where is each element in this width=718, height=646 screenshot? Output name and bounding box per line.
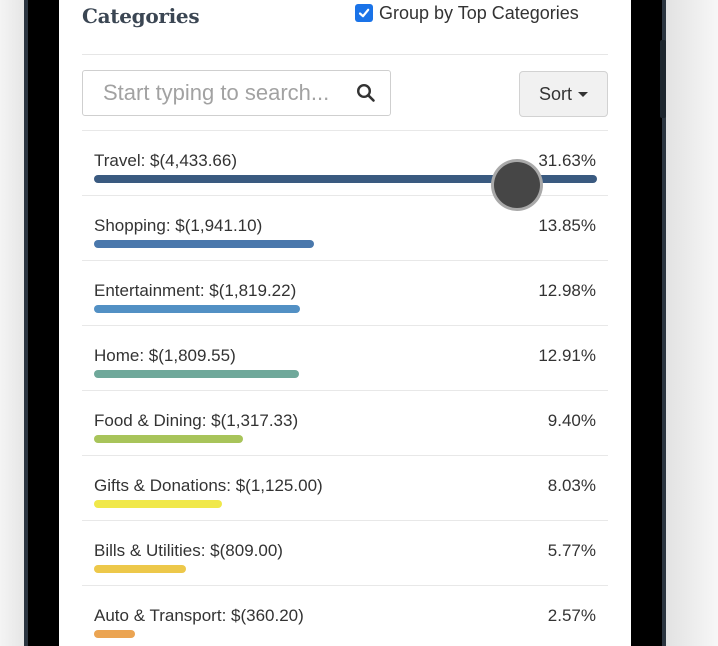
category-label: Auto & Transport: $(360.20) — [94, 606, 304, 625]
category-percent: 13.85% — [538, 216, 596, 235]
category-bar — [94, 175, 597, 183]
header-divider — [82, 54, 608, 55]
categories-header: Categories Group by Top Categories — [59, 0, 631, 54]
category-row[interactable]: Travel: $(4,433.66) 31.63% — [82, 130, 608, 195]
category-label: Shopping: $(1,941.10) — [94, 216, 263, 235]
category-label: Home: $(1,809.55) — [94, 346, 236, 365]
category-row[interactable]: Gifts & Donations: $(1,125.00) 8.03% — [82, 455, 608, 520]
category-label: Travel: $(4,433.66) — [94, 151, 237, 170]
category-bar-track — [94, 240, 597, 248]
category-list: Travel: $(4,433.66) 31.63% Shopping: $(1,9… — [82, 130, 608, 646]
app-screen: Categories Group by Top Categories Sort … — [59, 0, 631, 646]
category-bar-track — [94, 565, 597, 573]
category-row[interactable]: Auto & Transport: $(360.20) 2.57% — [82, 585, 608, 646]
backdrop-right — [666, 0, 718, 646]
category-label: Gifts & Donations: $(1,125.00) — [94, 476, 323, 495]
category-row[interactable]: Bills & Utilities: $(809.00) 5.77% — [82, 520, 608, 585]
category-bar — [94, 565, 186, 573]
group-by-checkbox[interactable] — [355, 4, 373, 22]
caret-down-icon — [578, 91, 588, 97]
category-percent: 9.40% — [547, 411, 596, 430]
category-bar-track — [94, 500, 597, 508]
category-percent: 8.03% — [547, 476, 596, 495]
category-percent: 12.91% — [538, 346, 596, 365]
phone-side-button — [660, 40, 666, 118]
category-bar-track — [94, 175, 597, 183]
category-bar-track — [94, 370, 597, 378]
category-percent: 31.63% — [538, 151, 596, 170]
search-box[interactable] — [82, 70, 391, 116]
category-row[interactable]: Food & Dining: $(1,317.33) 9.40% — [82, 390, 608, 455]
category-bar-track — [94, 305, 597, 313]
page-title: Categories — [82, 4, 200, 28]
backdrop-left — [0, 0, 24, 646]
category-row[interactable]: Shopping: $(1,941.10) 13.85% — [82, 195, 608, 260]
group-by-label: Group by Top Categories — [379, 2, 579, 23]
category-bar — [94, 305, 301, 313]
category-row[interactable]: Home: $(1,809.55) 12.91% — [82, 325, 608, 390]
category-row[interactable]: Entertainment: $(1,819.22) 12.98% — [82, 260, 608, 325]
checkmark-icon — [358, 8, 370, 18]
sort-button[interactable]: Sort — [519, 71, 608, 117]
group-by-toggle[interactable]: Group by Top Categories — [355, 1, 579, 25]
category-bar-track — [94, 630, 597, 638]
category-percent: 2.57% — [547, 606, 596, 625]
sort-label: Sort — [538, 83, 572, 104]
category-bar — [94, 435, 244, 443]
category-percent: 5.77% — [547, 541, 596, 560]
category-bar — [94, 500, 222, 508]
category-bar-track — [94, 435, 597, 443]
search-icon[interactable] — [356, 83, 376, 103]
category-label: Entertainment: $(1,819.22) — [94, 281, 297, 300]
category-bar — [94, 630, 135, 638]
category-bar — [94, 240, 315, 248]
category-percent: 12.98% — [538, 281, 596, 300]
search-input[interactable] — [101, 79, 356, 107]
category-label: Bills & Utilities: $(809.00) — [94, 541, 283, 560]
category-label: Food & Dining: $(1,317.33) — [94, 411, 299, 430]
category-bar — [94, 370, 300, 378]
